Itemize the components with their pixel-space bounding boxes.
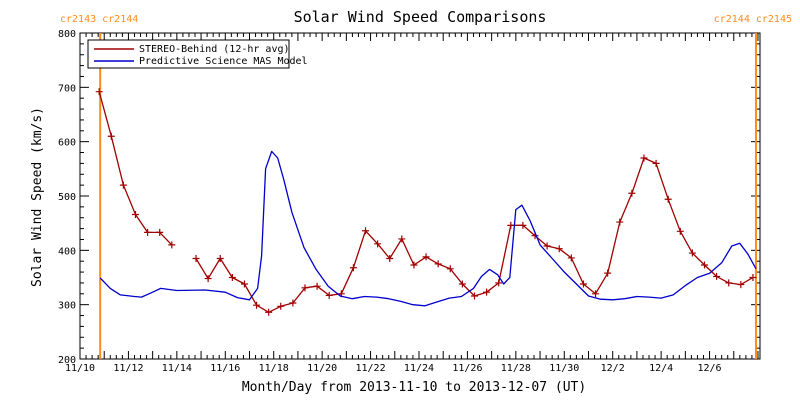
data-point-stereo <box>119 181 127 189</box>
carrington-marker-label: cr2143 cr2144 <box>60 14 138 25</box>
data-point-stereo <box>470 292 478 300</box>
x-tick-label: 11/30 <box>549 363 579 374</box>
x-axis-title: Month/Day from 2013-11-10 to 2013-12-07 … <box>242 380 586 395</box>
data-point-stereo <box>616 218 624 226</box>
legend: STEREO-Behind (12-hr avg) Predictive Sci… <box>87 39 308 69</box>
carrington-marker-label: cr2144 cr2145 <box>714 14 792 25</box>
data-point-stereo <box>713 272 721 280</box>
series-line-model <box>99 150 757 307</box>
data-point-stereo <box>664 195 672 203</box>
data-point-stereo <box>374 240 382 248</box>
data-point-stereo <box>289 299 297 307</box>
x-tick-label: 11/28 <box>501 363 531 374</box>
y-axis-title: Solar Wind Speed (km/s) <box>30 107 45 287</box>
data-point-stereo <box>192 254 200 262</box>
data-point-stereo <box>749 274 757 281</box>
plot-area: 200 300 400 500 600 700 800 11/10 11/12 11/14 11/1… <box>58 14 792 374</box>
legend-box <box>87 39 290 69</box>
data-point-stereo <box>144 228 152 236</box>
y-tick-label: 200 <box>58 355 76 366</box>
data-point-stereo <box>95 88 103 96</box>
data-point-stereo <box>398 235 406 243</box>
x-tick-label: 12/6 <box>698 363 722 374</box>
x-tick-label: 11/14 <box>162 363 192 374</box>
data-point-stereo <box>495 279 503 287</box>
data-point-stereo <box>737 281 745 289</box>
y-tick-label: 300 <box>58 301 76 312</box>
x-tick-label: 11/24 <box>404 363 434 374</box>
x-tick-label: 11/10 <box>65 363 95 374</box>
series-line-stereo <box>195 157 754 313</box>
data-point-stereo <box>410 261 418 269</box>
y-tick-label: 700 <box>58 83 76 94</box>
data-point-stereo <box>313 282 321 290</box>
data-point-stereo <box>156 228 164 236</box>
x-tick-label: 11/22 <box>356 363 386 374</box>
data-point-stereo <box>688 249 696 257</box>
data-point-stereo <box>277 302 285 310</box>
data-point-stereo <box>434 260 442 268</box>
data-point-stereo <box>543 242 551 250</box>
data-point-stereo <box>349 264 357 272</box>
x-tick-label: 11/20 <box>307 363 337 374</box>
y-tick-label: 800 <box>58 29 76 40</box>
data-point-stereo <box>216 254 224 262</box>
data-point-stereo <box>555 245 563 253</box>
data-point-stereo <box>253 301 261 309</box>
data-point-stereo <box>652 159 660 167</box>
data-point-stereo <box>168 241 176 249</box>
data-point-stereo <box>604 269 612 277</box>
x-tick-label: 11/26 <box>452 363 482 374</box>
data-point-stereo <box>422 253 430 261</box>
legend-label-stereo: STEREO-Behind (12-hr avg) <box>139 44 290 55</box>
data-point-stereo <box>107 132 115 140</box>
data-point-stereo <box>362 227 370 235</box>
y-tick-label: 600 <box>58 138 76 149</box>
data-point-stereo <box>240 280 248 288</box>
data-point-stereo <box>628 189 636 197</box>
data-point-stereo <box>446 265 454 273</box>
x-tick-label: 11/12 <box>113 363 143 374</box>
data-point-stereo <box>592 290 600 298</box>
x-tick-label: 11/18 <box>259 363 289 374</box>
y-tick-label: 400 <box>58 246 76 257</box>
x-tick-label: 12/2 <box>601 363 625 374</box>
chart-title: Solar Wind Speed Comparisons <box>294 8 547 26</box>
series-line-stereo <box>98 91 173 246</box>
data-point-stereo <box>640 154 648 162</box>
data-point-stereo <box>458 280 466 288</box>
data-point-stereo <box>386 254 394 262</box>
data-point-stereo <box>519 221 527 229</box>
data-point-stereo <box>507 221 515 229</box>
x-tick-label: 11/16 <box>210 363 240 374</box>
data-point-stereo <box>301 284 309 292</box>
data-point-stereo <box>676 227 684 235</box>
data-point-stereo <box>325 291 333 299</box>
x-tick-label: 12/4 <box>649 363 673 374</box>
data-point-stereo <box>131 210 139 218</box>
data-point-stereo <box>265 308 273 316</box>
data-point-stereo <box>579 280 587 288</box>
plot-frame <box>79 32 761 360</box>
data-point-stereo <box>228 274 236 281</box>
data-point-stereo <box>483 288 491 296</box>
y-tick-label: 500 <box>58 192 76 203</box>
data-point-stereo <box>701 261 709 269</box>
data-point-stereo <box>567 254 575 262</box>
data-point-stereo <box>725 279 733 287</box>
legend-label-model: Predictive Science MAS Model <box>139 56 308 67</box>
data-point-stereo <box>204 275 212 283</box>
